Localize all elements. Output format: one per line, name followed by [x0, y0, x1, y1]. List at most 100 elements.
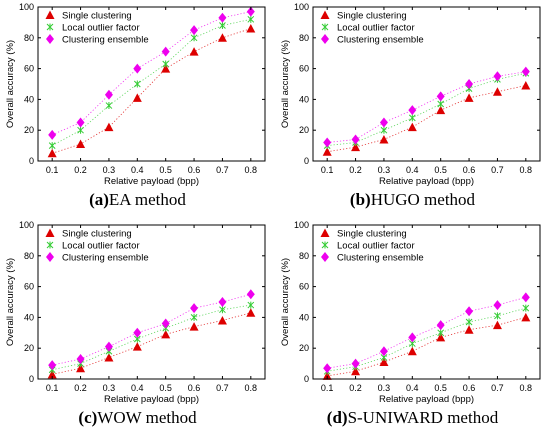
legend-marker-diamond [46, 252, 54, 262]
data-point [351, 134, 360, 145]
data-point [379, 117, 388, 128]
x-tick-label: 0.8 [245, 383, 258, 393]
caption-hugo: (b)HUGO method [275, 190, 550, 210]
data-point [247, 15, 255, 23]
chart-ea: 0.1 0.2 0.3 0.4 0.5 0.6 0.7 0.8 0 20 40 60 80 100 Rela… [5, 2, 266, 187]
data-point [521, 66, 530, 77]
legend-marker-triangle [45, 10, 55, 19]
data-point [161, 329, 171, 339]
y-tick-label: 20 [24, 125, 34, 135]
series-line [327, 296, 526, 369]
data-point [132, 93, 142, 102]
x-tick-label: 0.5 [159, 165, 172, 175]
x-tick-label: 0.7 [216, 165, 229, 175]
data-point [104, 89, 113, 100]
x-tick-label: 0.8 [520, 383, 533, 393]
series-line [52, 11, 251, 136]
x-tick-label: 0.2 [74, 165, 87, 175]
data-point [494, 312, 501, 320]
data-point [437, 329, 445, 337]
series-diamond [323, 66, 530, 148]
legend-label: Single clustering [62, 229, 132, 240]
data-point [161, 318, 170, 329]
data-point [247, 301, 255, 309]
x-tick-label: 0.5 [434, 383, 447, 393]
data-point [76, 363, 86, 373]
y-tick-label: 20 [24, 343, 34, 353]
x-tick-label: 0.7 [216, 383, 229, 393]
data-point [351, 142, 361, 152]
data-point [322, 147, 332, 156]
data-point [48, 360, 57, 371]
data-point [104, 352, 114, 362]
data-point [407, 122, 417, 132]
data-point [407, 346, 417, 356]
caption-letter: (c) [78, 408, 98, 427]
data-point [464, 93, 474, 102]
legend-label: Single clustering [62, 11, 132, 22]
legend-label: Single clustering [337, 11, 407, 22]
data-point [217, 33, 227, 42]
legend-marker-x [46, 23, 54, 31]
data-point [161, 64, 171, 73]
x-tick-label: 0.5 [159, 383, 172, 393]
data-point [190, 25, 199, 36]
plot-frame [312, 6, 541, 162]
data-point [436, 91, 445, 102]
series-triangle [322, 312, 531, 380]
caption-text: HUGO method [370, 190, 476, 209]
y-tick-label: 60 [299, 64, 309, 74]
series-line [52, 293, 251, 366]
x-tick-label: 0.6 [188, 165, 201, 175]
y-tick-label: 40 [24, 94, 34, 104]
data-point [218, 12, 227, 23]
caption-text: EA method [108, 190, 186, 209]
plot-frame [37, 224, 266, 380]
x-tick-label: 0.1 [321, 165, 334, 175]
legend-label: Clustering ensemble [337, 253, 424, 264]
data-point [493, 71, 502, 82]
data-point [217, 315, 227, 325]
series-diamond [323, 292, 530, 374]
chart-s-uniward: 0.1 0.2 0.3 0.4 0.5 0.6 0.7 0.8 0 20 40 60 80 100 Rela… [280, 220, 541, 405]
legend-label: Clustering ensemble [62, 253, 149, 264]
series-line [327, 71, 526, 143]
x-tick-label: 0.8 [245, 165, 258, 175]
series-triangle [47, 308, 256, 379]
data-point [408, 114, 416, 122]
data-point [436, 320, 445, 331]
x-tick-label: 0.6 [188, 383, 201, 393]
y-tick-label: 100 [294, 220, 309, 230]
legend-marker-x [321, 241, 329, 249]
x-tick-label: 0.4 [406, 383, 419, 393]
chart-panel-s-uniward: 0.1 0.2 0.3 0.4 0.5 0.6 0.7 0.8 0 20 40 60 80 100 Rela… [275, 218, 550, 435]
data-point [219, 306, 226, 314]
series-diamond [48, 6, 255, 140]
data-point [48, 142, 56, 150]
data-point [133, 80, 141, 88]
x-tick-label: 0.3 [103, 165, 116, 175]
caption-letter: (b) [349, 190, 371, 209]
data-point [379, 357, 389, 367]
caption-text: WOW method [97, 408, 197, 427]
data-point [379, 134, 389, 144]
y-tick-label: 40 [24, 312, 34, 322]
data-point [189, 47, 199, 56]
data-point [492, 320, 502, 330]
data-point [219, 21, 226, 29]
plot-frame [37, 6, 266, 162]
x-axis-label: Relative payload (bpp) [104, 176, 199, 187]
data-point [322, 371, 332, 380]
legend-marker-x [46, 241, 54, 249]
data-point [246, 308, 256, 317]
data-point [76, 353, 85, 364]
chart-panel-ea: 0.1 0.2 0.3 0.4 0.5 0.6 0.7 0.8 0 20 40 60 80 100 Rela… [0, 0, 275, 217]
legend-marker-diamond [321, 252, 329, 262]
legend-marker-x [321, 23, 329, 31]
data-point [408, 105, 417, 116]
data-point [246, 289, 255, 300]
x-tick-label: 0.3 [103, 383, 116, 393]
y-tick-label: 100 [19, 2, 34, 12]
y-tick-label: 20 [299, 343, 309, 353]
data-point [246, 24, 256, 33]
